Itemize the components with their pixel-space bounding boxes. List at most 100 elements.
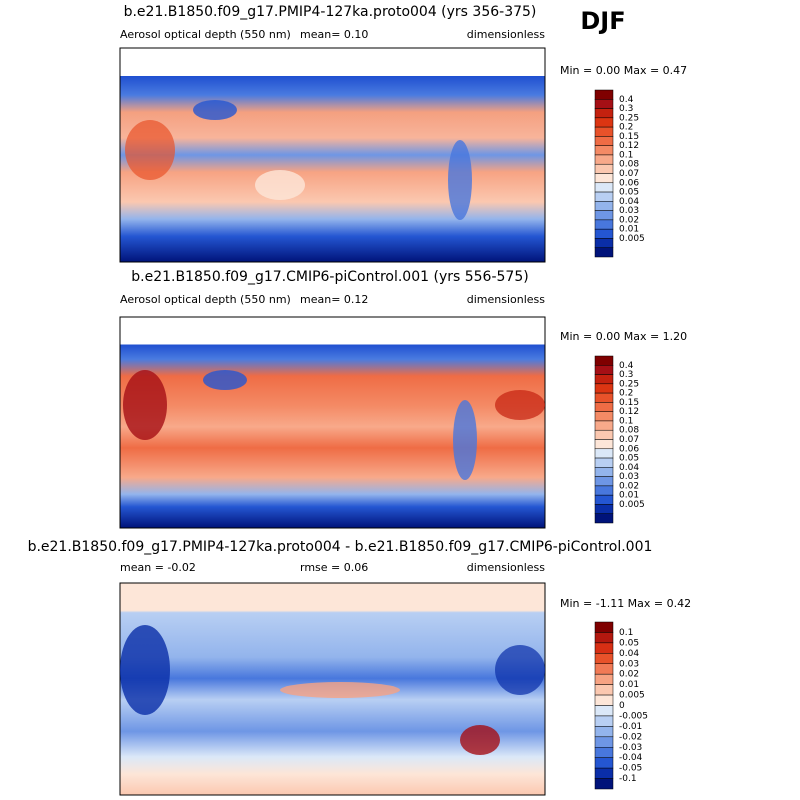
colorbar-label: 0.01: [619, 225, 639, 235]
colorbar-box: [594, 457, 614, 468]
colorbar-box: [594, 476, 614, 487]
colorbar-label: 0.1: [619, 628, 633, 638]
center-label: rmse = 0.06: [300, 561, 368, 574]
center-label: mean= 0.10: [300, 28, 368, 41]
colorbar-label: 0.3: [619, 104, 633, 114]
colorbar-box: [594, 494, 614, 505]
colorbar-label: 0.04: [619, 649, 639, 659]
colorbar-box: [594, 201, 614, 211]
colorbar-label: -0.04: [619, 753, 643, 763]
right-label: dimensionless: [467, 28, 546, 41]
colorbar-label: 0.25: [619, 113, 639, 123]
colorbar-label: 0.02: [619, 670, 639, 680]
colorbar-label: 0.02: [619, 481, 639, 491]
colorbar-label: 0.1: [619, 416, 633, 426]
colorbar-box: [594, 145, 614, 156]
season: DJF: [580, 7, 625, 35]
colorbar-box: [594, 374, 614, 385]
colorbar-box: [594, 632, 614, 644]
colorbar-label: 0.04: [619, 197, 639, 207]
colorbar-label: 0.25: [619, 379, 639, 389]
colorbar-box: [594, 429, 614, 440]
colorbar-box: [594, 365, 614, 375]
colorbar-label: 0.005: [619, 691, 645, 701]
colorbar-box: [594, 642, 614, 654]
colorbar-box: [594, 485, 614, 496]
colorbar-label: 0.1: [619, 150, 633, 160]
colorbar-label: 0.03: [619, 206, 639, 216]
colorbar-label: 0.07: [619, 169, 639, 179]
colorbar-label: 0.06: [619, 444, 639, 454]
colorbar-box: [594, 439, 614, 450]
center-label: mean= 0.12: [300, 293, 368, 306]
map-2: [119, 316, 546, 529]
colorbar-label: 0.12: [619, 407, 639, 417]
colorbar-box: [594, 684, 614, 696]
colorbar-box: [594, 411, 614, 422]
colorbar-label: -0.05: [619, 764, 642, 774]
min-max: Min = 0.00 Max = 0.47: [560, 64, 687, 77]
colorbar-box: [594, 89, 614, 100]
colorbar-box: [594, 513, 614, 524]
colorbar-box: [594, 126, 614, 137]
colorbar-label: 0.4: [619, 95, 634, 105]
colorbar-label: 0.01: [619, 680, 639, 690]
colorbar-box: [594, 383, 614, 394]
colorbar-label: 0.04: [619, 463, 639, 473]
colorbar-label: -0.03: [619, 743, 642, 753]
colorbar-box: [594, 247, 614, 258]
colorbar-box: [594, 673, 614, 685]
right-label: dimensionless: [467, 293, 546, 306]
colorbar-box: [594, 653, 614, 664]
colorbar-box: [594, 726, 614, 738]
panel-title: b.e21.B1850.f09_g17.CMIP6-piControl.001 …: [131, 269, 528, 285]
colorbar-label: 0.02: [619, 215, 639, 225]
colorbar-box: [594, 504, 614, 514]
colorbar-label: 0.07: [619, 435, 639, 445]
colorbar-label: 0.03: [619, 659, 639, 669]
colorbar-label: 0.15: [619, 132, 639, 142]
colorbar-box: [594, 238, 614, 248]
min-max: Min = -1.11 Max = 0.42: [560, 597, 691, 610]
panel-title: b.e21.B1850.f09_g17.PMIP4-127ka.proto004…: [28, 539, 653, 555]
colorbar-label: -0.005: [619, 711, 648, 721]
map-3: [119, 582, 546, 796]
colorbar-box: [594, 402, 614, 412]
colorbar-label: 0.05: [619, 638, 639, 648]
colorbar-label: 0.005: [619, 500, 645, 510]
colorbar-box: [594, 99, 614, 109]
colorbar-box: [594, 757, 614, 769]
colorbar-label: 0.3: [619, 370, 633, 380]
colorbar-box: [594, 210, 614, 221]
colorbar-box: [594, 163, 614, 174]
colorbar-label: 0.06: [619, 178, 639, 188]
colorbar-box: [594, 392, 614, 403]
colorbar-label: 0.03: [619, 472, 639, 482]
map-1: [119, 47, 546, 263]
left-label: mean = -0.02: [120, 561, 196, 574]
colorbar-label: 0.01: [619, 491, 639, 501]
colorbar-box: [594, 219, 614, 230]
colorbar-box: [594, 448, 614, 459]
colorbar-box: [594, 778, 614, 790]
colorbar-box: [594, 467, 614, 477]
colorbar-box: [594, 736, 614, 748]
colorbar-box: [594, 705, 614, 717]
colorbar-label: 0.005: [619, 234, 645, 244]
panel-title: b.e21.B1850.f09_g17.PMIP4-127ka.proto004…: [124, 4, 537, 20]
colorbar-label: 0: [619, 701, 625, 711]
colorbar-label: 0.08: [619, 426, 639, 436]
colorbar-box: [594, 663, 614, 675]
colorbar-label: 0.08: [619, 160, 639, 170]
left-label: Aerosol optical depth (550 nm): [120, 28, 291, 41]
colorbar-box: [594, 767, 614, 779]
colorbar-box: [594, 228, 614, 239]
colorbar-label: 0.2: [619, 123, 633, 133]
colorbar-box: [594, 191, 614, 202]
colorbar-box: [594, 694, 614, 706]
colorbar-box: [594, 108, 614, 119]
right-label: dimensionless: [467, 561, 546, 574]
colorbar-label: -0.1: [619, 774, 637, 784]
colorbar-label: 0.05: [619, 454, 639, 464]
